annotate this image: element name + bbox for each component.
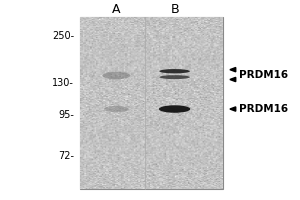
- Bar: [80, 17, 223, 189]
- Text: 95-: 95-: [58, 110, 74, 120]
- Text: 130-: 130-: [52, 78, 74, 88]
- Ellipse shape: [103, 72, 130, 79]
- Ellipse shape: [159, 75, 190, 79]
- Text: B: B: [170, 3, 179, 16]
- Polygon shape: [230, 67, 236, 72]
- Text: 72-: 72-: [58, 151, 74, 161]
- Polygon shape: [230, 107, 236, 111]
- Ellipse shape: [104, 106, 129, 112]
- Text: PRDM16: PRDM16: [238, 104, 288, 114]
- Ellipse shape: [159, 69, 190, 73]
- Polygon shape: [230, 77, 236, 82]
- Text: PRDM16: PRDM16: [238, 70, 288, 80]
- Text: A: A: [112, 3, 121, 16]
- Ellipse shape: [159, 105, 190, 113]
- Text: 250-: 250-: [52, 31, 74, 41]
